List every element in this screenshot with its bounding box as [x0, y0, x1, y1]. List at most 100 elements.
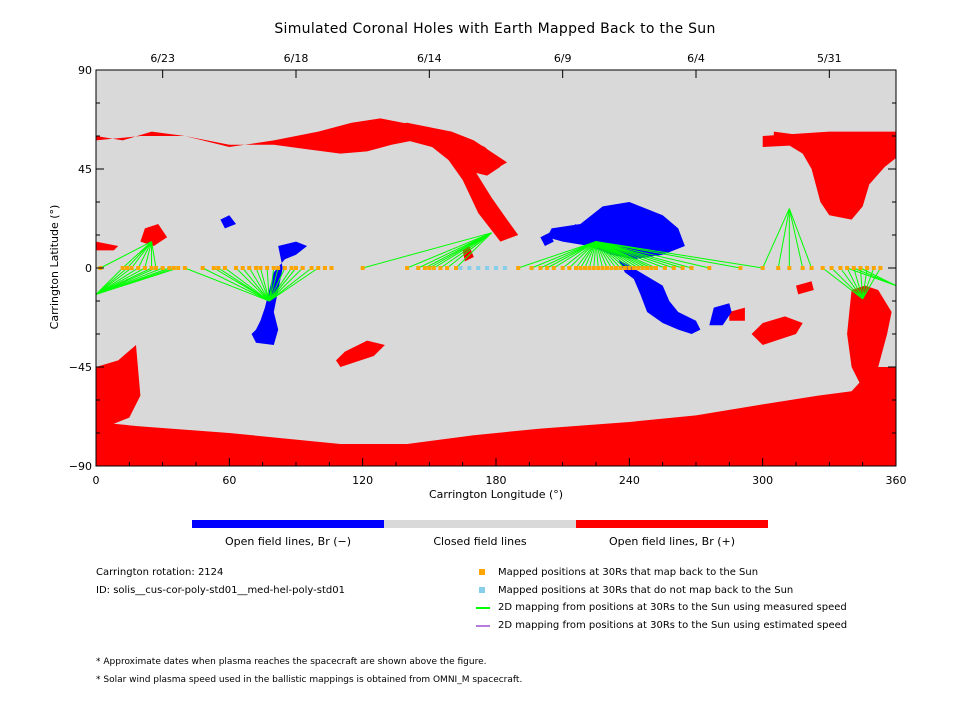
x-tick-label-3: 180: [486, 474, 507, 487]
mapped-position-69: [671, 266, 676, 270]
mapped-position-57: [609, 266, 614, 270]
not-mapped-position-0: [458, 266, 463, 270]
mapped-position-36: [422, 266, 427, 270]
mapping-line-6-4: [853, 267, 864, 299]
positive-open-region-1: [96, 367, 896, 466]
mapping-line-6-3: [846, 267, 864, 300]
x-tick-label-1: 60: [222, 474, 236, 487]
not-mapped-position-1: [467, 266, 472, 270]
legend-estimated: 2D mapping from positions at 30Rs to the…: [498, 620, 848, 631]
mapping-line-5-4: [788, 208, 813, 269]
not-mapped-position-3: [485, 266, 490, 270]
mapping-line-2-0: [184, 267, 270, 302]
mapped-position-53: [591, 266, 596, 270]
legend-not-mapped-marker: [479, 587, 485, 593]
mapped-position-41: [454, 266, 458, 270]
mapped-position-29: [309, 266, 314, 270]
mapped-position-11: [176, 266, 181, 270]
mapped-position-47: [560, 266, 565, 270]
mapping-line-2-12: [268, 267, 279, 302]
mapping-line-1-10: [95, 267, 179, 295]
mapping-line-4-7: [575, 241, 597, 269]
mapped-position-2: [125, 266, 130, 270]
mapping-line-2-6: [242, 267, 270, 302]
mapping-line-2-13: [268, 267, 286, 302]
mapped-position-16: [222, 266, 227, 270]
mapping-line-4-0: [518, 241, 597, 269]
mapped-position-79: [820, 266, 825, 270]
mapped-position-30: [316, 266, 321, 270]
mapping-line-4-1: [531, 241, 597, 269]
mapped-position-77: [800, 266, 805, 270]
top-date-label-1: 6/18: [284, 52, 309, 65]
mapped-position-15: [216, 266, 221, 270]
carrington-rotation: Carrington rotation: 2124: [96, 567, 224, 578]
mapping-line-4-15: [595, 241, 612, 269]
mapped-position-33: [360, 266, 365, 270]
legend-estimated-line: [476, 625, 490, 627]
x-tick-label-6: 360: [886, 474, 907, 487]
mapping-line-2-16: [268, 267, 304, 302]
positive-open-region-12: [796, 281, 814, 295]
colorbar-label-positive: Open field lines, Br (+): [608, 535, 736, 548]
mapped-position-71: [689, 266, 694, 270]
positive-open-region-15: [140, 224, 168, 246]
mapping-line-4-8: [580, 241, 597, 269]
mapping-line-2-9: [259, 267, 270, 302]
x-tick-label-2: 120: [352, 474, 373, 487]
mapping-line-2-18: [269, 267, 319, 302]
mapped-position-14: [211, 266, 216, 270]
mapped-position-21: [258, 266, 263, 270]
colorbar-closed: [384, 520, 576, 528]
x-tick-label-0: 0: [93, 474, 100, 487]
mapped-position-48: [567, 266, 572, 270]
top-date-label-0: 6/23: [150, 52, 175, 65]
mapping-line-2-5: [235, 267, 270, 302]
positive-open-region-0: [96, 345, 141, 427]
mapped-position-80: [829, 266, 834, 270]
negative-open-region-6: [562, 224, 581, 242]
not-mapped-position-5: [502, 266, 507, 270]
mapped-position-20: [254, 266, 258, 270]
colorbar-negative: [192, 520, 384, 528]
mapped-position-25: [282, 266, 287, 270]
legend-mapped-marker: [479, 569, 485, 575]
mapping-line-2-3: [217, 267, 270, 302]
mapping-line-4-5: [562, 241, 597, 269]
mapped-position-55: [600, 266, 605, 270]
mapped-position-68: [662, 266, 667, 270]
positive-open-region-10: [847, 285, 892, 389]
y-tick-label-4: −90: [69, 460, 92, 473]
mapping-line-2-14: [268, 267, 292, 302]
mapping-line-4-4: [553, 241, 597, 269]
mapping-line-0-3: [131, 241, 152, 269]
mapped-position-58: [614, 266, 618, 270]
mapping-line-4-16: [595, 241, 617, 269]
mapping-line-0-7: [151, 241, 157, 269]
top-date-label-3: 6/9: [554, 52, 572, 65]
mapped-position-43: [529, 266, 534, 270]
mapped-position-17: [234, 266, 238, 270]
mapping-line-4-11: [593, 241, 597, 269]
mapping-line-4-12: [595, 241, 599, 269]
mapping-line-2-7: [248, 267, 270, 302]
mapped-position-67: [654, 266, 658, 270]
negative-open-region-0: [547, 202, 685, 260]
mapping-line-2-10: [266, 267, 270, 302]
mapping-line-4-3: [546, 241, 597, 269]
mapping-line-4-2: [540, 241, 597, 269]
note-speed: * Solar wind plasma speed used in the ba…: [96, 675, 523, 685]
y-tick-label-3: −45: [69, 361, 92, 374]
mapped-position-6: [149, 266, 154, 270]
mapping-line-0-1: [122, 241, 152, 269]
not-mapped-position-4: [494, 266, 498, 270]
chart-title: Simulated Coronal Holes with Earth Mappe…: [274, 21, 716, 37]
mapping-line-4-25: [595, 241, 657, 269]
mapped-position-40: [445, 266, 450, 270]
model-id: ID: solis__cus-cor-poly-std01__med-hel-p…: [96, 585, 345, 596]
mapped-position-42: [516, 266, 521, 270]
x-tick-label-5: 300: [752, 474, 773, 487]
mapped-position-23: [271, 266, 276, 270]
legend-measured: 2D mapping from positions at 30Rs to the…: [498, 602, 847, 613]
mapped-position-34: [405, 266, 410, 270]
